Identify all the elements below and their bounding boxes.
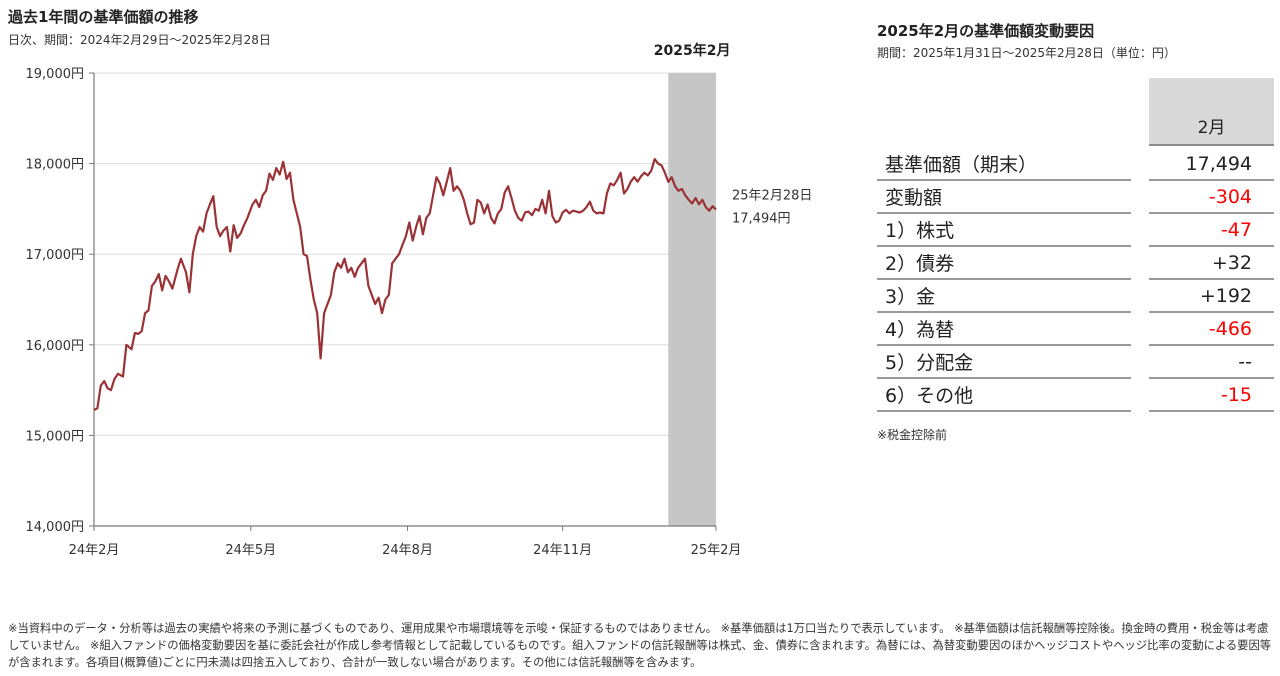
table-subtitle: 期間：2025年1月31日～2025年2月28日（単位：円） <box>877 46 1176 60</box>
grid-lines <box>94 72 716 436</box>
y-tick-label: 16,000円 <box>26 339 85 354</box>
table-row: 3）金 +192 <box>877 280 1274 313</box>
table-row: 4）為替 -466 <box>877 313 1274 346</box>
row-label: 変動額 <box>877 181 1131 214</box>
row-value: 17,494 <box>1149 148 1274 181</box>
table-row: 2）債券 +32 <box>877 247 1274 280</box>
chart-title: 過去1年間の基準価額の推移 <box>8 8 199 26</box>
x-tick-label: 24年5月 <box>225 543 276 558</box>
row-label: 2）債券 <box>877 247 1131 280</box>
row-value: -- <box>1149 346 1274 379</box>
row-label: 6）その他 <box>877 379 1131 412</box>
table-row: 変動額 -304 <box>877 181 1274 214</box>
row-value: -47 <box>1149 214 1274 247</box>
end-label-value: 17,494円 <box>732 211 791 226</box>
row-value: -304 <box>1149 181 1274 214</box>
x-tick-label: 24年2月 <box>69 543 120 558</box>
table-note: ※税金控除前 <box>877 428 948 442</box>
y-tick-label: 17,000円 <box>26 248 85 263</box>
table-row: 6）その他 -15 <box>877 379 1274 412</box>
y-tick-label: 14,000円 <box>26 520 85 535</box>
table-column-header: 2月 <box>1149 78 1274 146</box>
table-title: 2025年2月の基準価額変動要因 <box>877 22 1095 40</box>
factor-table: 基準価額（期末） 17,494 変動額 -304 1）株式 -47 2）債券 +… <box>877 148 1274 412</box>
x-tick-labels: 24年2月 24年5月 24年8月 24年11月 25年2月 <box>69 526 742 558</box>
y-tick-label: 19,000円 <box>26 67 85 82</box>
x-tick-label: 25年2月 <box>691 543 742 558</box>
row-label: 4）為替 <box>877 313 1131 346</box>
nav-series-line <box>93 158 717 411</box>
footnote: ※当資料中のデータ・分析等は過去の実績や将来の予測に基づくものであり、運用成果や… <box>8 622 1272 669</box>
row-value: -15 <box>1149 379 1274 412</box>
row-label: 3）金 <box>877 280 1131 313</box>
y-tick-labels: 14,000円 15,000円 16,000円 17,000円 18,000円 19,00… <box>26 67 94 535</box>
row-label: 基準価額（期末） <box>877 148 1131 181</box>
row-value: +32 <box>1149 247 1274 280</box>
x-tick-label: 24年11月 <box>533 543 592 558</box>
y-tick-label: 15,000円 <box>26 429 85 444</box>
axes <box>93 73 716 527</box>
table-row: 基準価額（期末） 17,494 <box>877 148 1274 181</box>
x-tick-label: 24年8月 <box>382 543 433 558</box>
chart-subtitle: 日次、期間：2024年2月29日～2025年2月28日 <box>8 33 271 47</box>
row-value: +192 <box>1149 280 1274 313</box>
table-row: 1）株式 -47 <box>877 214 1274 247</box>
row-label: 5）分配金 <box>877 346 1131 379</box>
row-value: -466 <box>1149 313 1274 346</box>
row-label: 1）株式 <box>877 214 1131 247</box>
y-tick-label: 18,000円 <box>26 158 85 173</box>
table-row: 5）分配金 -- <box>877 346 1274 379</box>
highlight-band <box>668 73 716 526</box>
highlight-band-label: 2025年2月 <box>654 42 731 59</box>
nav-line-chart: 2025年2月 14,000円 15,000円 16,000円 17,000円 18,0… <box>26 42 813 558</box>
end-label-date: 25年2月28日 <box>732 188 812 203</box>
